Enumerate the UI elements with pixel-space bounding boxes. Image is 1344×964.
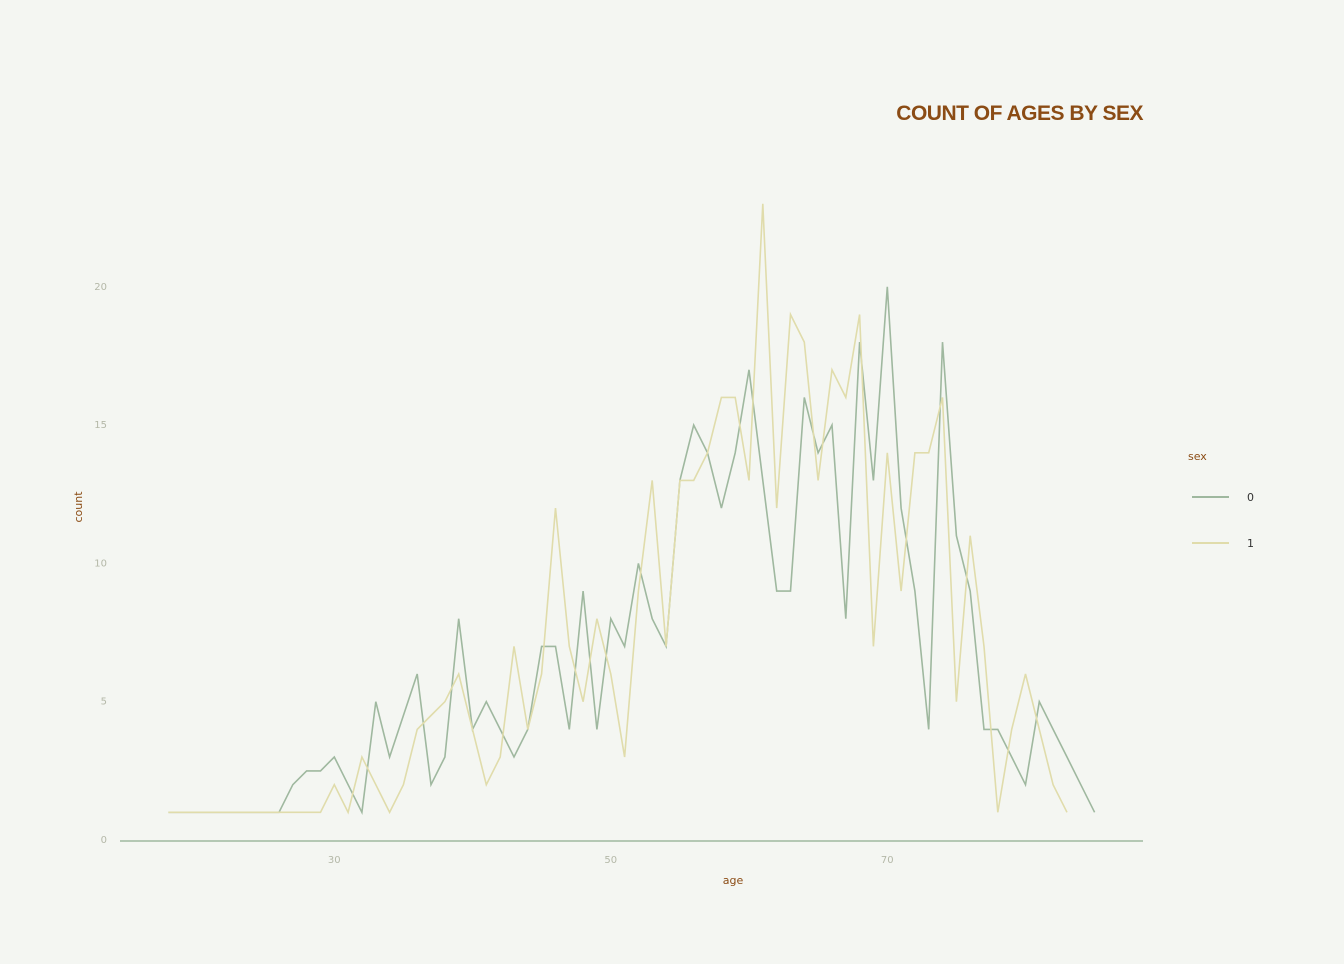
x-tick-label: 50 [604,855,617,866]
legend-items: 01 [1192,491,1254,550]
x-axis-title: age [723,874,744,887]
y-tick-label: 0 [101,835,107,846]
legend-label-0: 0 [1247,491,1254,504]
axes: 30 50 70 0 5 10 15 20 [94,282,1143,866]
chart-title: COUNT OF AGES BY SEX [896,102,1143,125]
legend-label-1: 1 [1247,537,1254,550]
x-tick-label: 70 [881,855,894,866]
legend-title: sex [1188,450,1207,463]
legend: sex 01 [1188,450,1254,550]
y-tick-label: 10 [94,558,107,569]
y-tick-label: 15 [94,420,107,431]
y-tick-label: 5 [101,697,107,708]
series-line-1 [168,203,1068,815]
y-axis-title: count [72,491,85,523]
x-tick-label: 30 [328,855,341,866]
y-tick-label: 20 [94,282,107,293]
plot-area [168,203,1096,816]
series-line-0 [168,286,1096,816]
